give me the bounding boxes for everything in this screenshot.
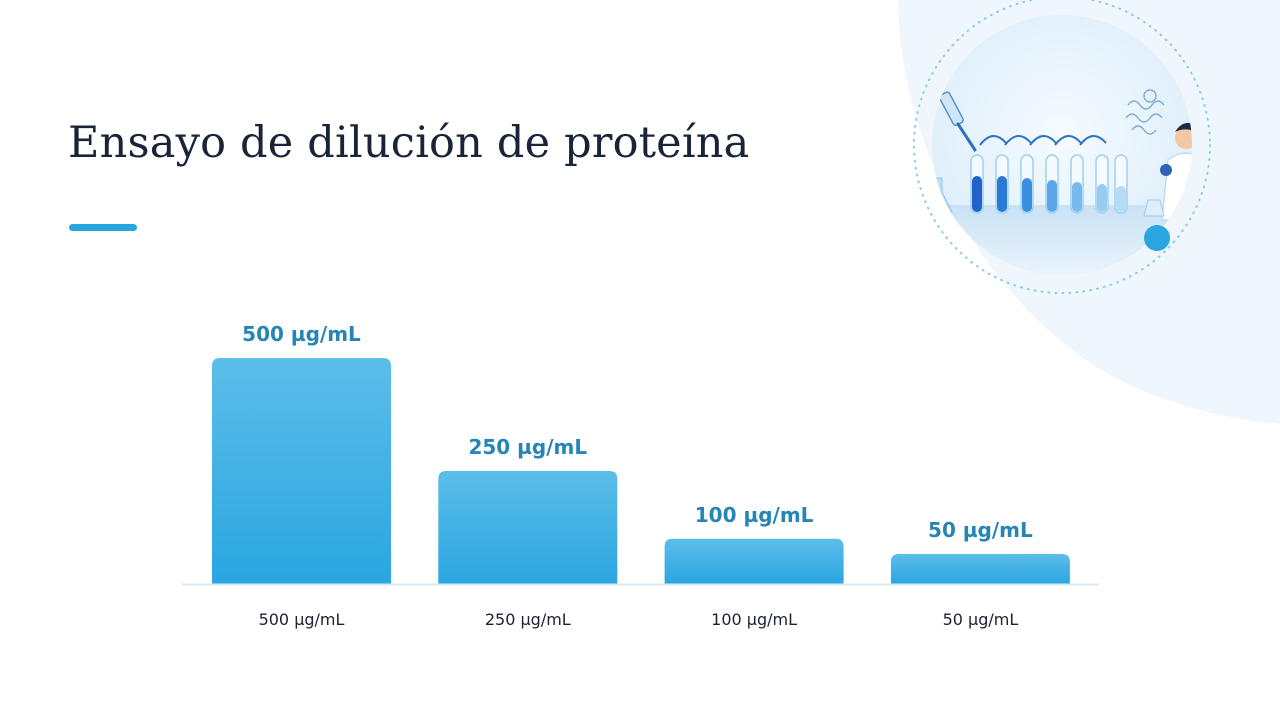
bar-0 bbox=[212, 358, 391, 584]
data-label-1: 250 µg/mL bbox=[468, 435, 587, 459]
bar-3 bbox=[890, 554, 1070, 584]
x-tick-label-1: 250 µg/mL bbox=[485, 610, 571, 629]
bar-2 bbox=[664, 538, 844, 584]
title-accent-bar bbox=[69, 224, 137, 231]
data-label-2: 100 µg/mL bbox=[695, 503, 814, 527]
x-tick-label-3: 50 µg/mL bbox=[943, 610, 1019, 629]
data-label-3: 50 µg/mL bbox=[928, 518, 1033, 542]
bar-1 bbox=[438, 471, 618, 584]
data-label-0: 500 µg/mL bbox=[242, 322, 361, 346]
slide-title: Ensayo de dilución de proteína bbox=[68, 118, 750, 168]
x-tick-label-0: 500 µg/mL bbox=[259, 610, 345, 629]
x-tick-label-2: 100 µg/mL bbox=[711, 610, 797, 629]
